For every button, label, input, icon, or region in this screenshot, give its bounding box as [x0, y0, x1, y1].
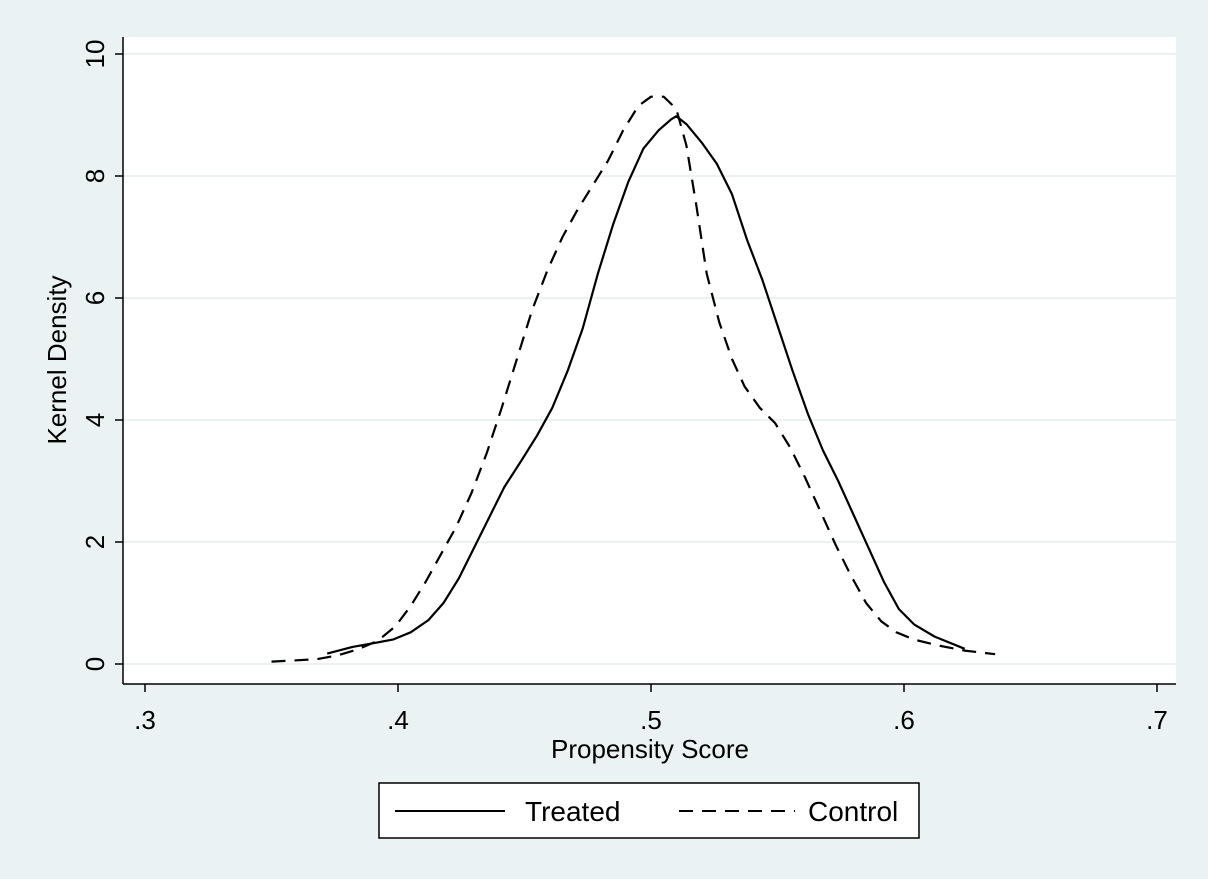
y-tick-label: 10 — [80, 40, 110, 69]
y-tick-label: 6 — [80, 291, 110, 305]
x-tick-label: .3 — [134, 705, 156, 735]
x-tick-label: .7 — [1146, 705, 1168, 735]
x-axis-title: Propensity Score — [551, 734, 749, 764]
y-tick-label: 0 — [80, 657, 110, 671]
legend-label-treated: Treated — [525, 796, 620, 827]
series-line-treated — [326, 115, 966, 655]
y-tick-label: 4 — [80, 413, 110, 427]
y-tick-label: 8 — [80, 169, 110, 183]
axes-layer: 0 2 4 6 8 10 .3 .4 .5 .6 .7 — [80, 37, 1176, 735]
y-tick-label: 2 — [80, 535, 110, 549]
x-tick-label: .6 — [893, 705, 915, 735]
series-layer — [271, 95, 996, 663]
plot-area — [123, 37, 1176, 684]
x-tick-label: .5 — [640, 705, 662, 735]
x-tick-label: .4 — [387, 705, 409, 735]
gridlines — [123, 53, 1176, 665]
y-axis-title: Kernel Density — [42, 275, 72, 444]
series-line-control — [271, 95, 996, 663]
legend-label-control: Control — [808, 796, 898, 827]
legend: Treated Control — [378, 782, 920, 839]
